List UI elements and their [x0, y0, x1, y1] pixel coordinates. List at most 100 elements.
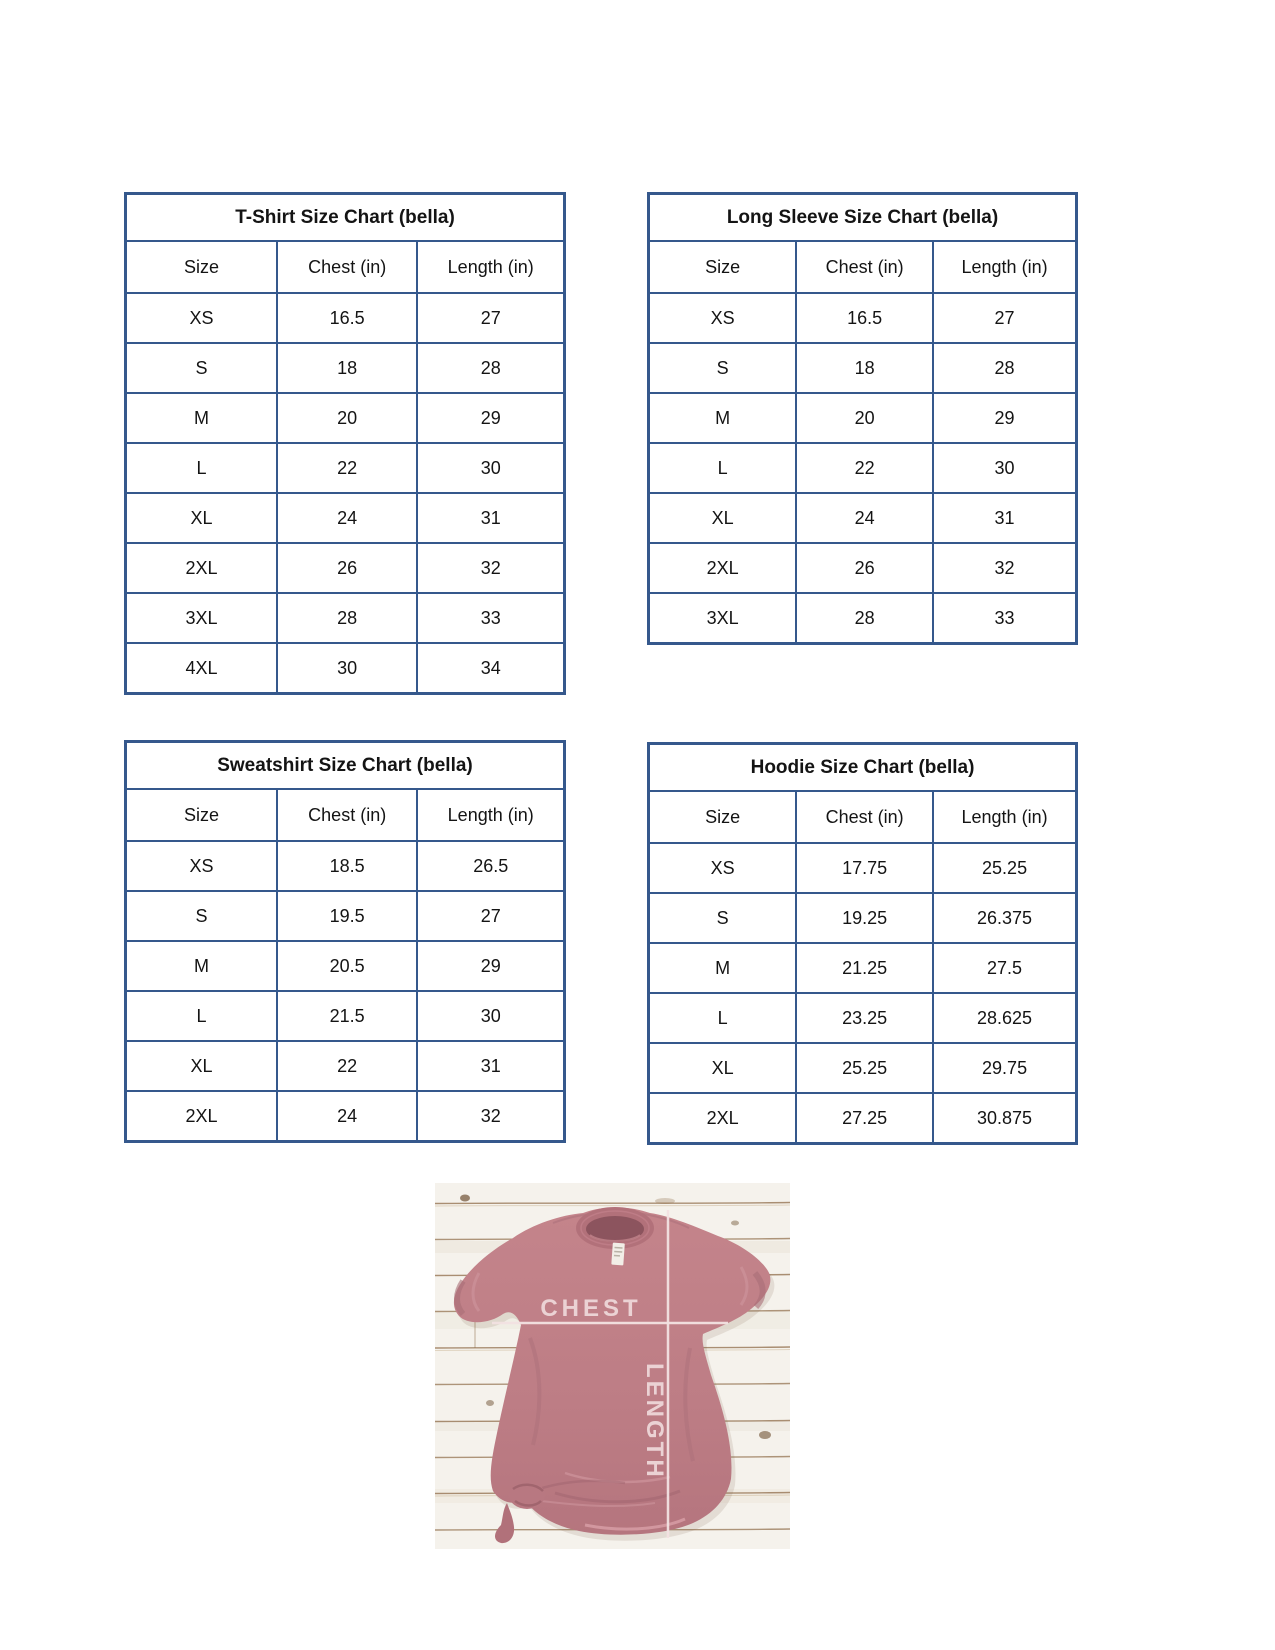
- chest-cell: 24: [795, 492, 935, 544]
- table-title-row: Sweatshirt Size Chart (bella): [124, 740, 566, 790]
- col-header-size: Size: [647, 790, 798, 844]
- chest-cell: 18: [795, 342, 935, 394]
- chest-label: CHEST: [540, 1295, 641, 1322]
- table-row: 2XL 24 32: [124, 1090, 566, 1143]
- table-title-row: Hoodie Size Chart (bella): [647, 742, 1078, 792]
- col-header-size: Size: [124, 788, 278, 842]
- length-cell: 28: [416, 342, 566, 394]
- length-cell: 25.25: [932, 842, 1078, 894]
- table-header-row: Size Chest (in) Length (in): [647, 240, 1078, 294]
- length-cell: 26.5: [416, 840, 566, 892]
- table-row: 4XL 30 34: [124, 642, 566, 695]
- chest-cell: 27.25: [795, 1092, 935, 1145]
- length-cell: 30: [416, 990, 566, 1042]
- table-row: L 23.25 28.625: [647, 992, 1078, 1044]
- table-row: S 18 28: [647, 342, 1078, 394]
- chest-cell: 20: [795, 392, 935, 444]
- size-cell: 3XL: [124, 592, 278, 644]
- chest-cell: 18: [275, 342, 419, 394]
- left-sleeve-highlight: [471, 1272, 481, 1312]
- size-cell: M: [647, 392, 798, 444]
- size-cell: XS: [124, 292, 278, 344]
- length-cell: 32: [932, 542, 1078, 594]
- chest-cell: 23.25: [795, 992, 935, 1044]
- table-row: XL 25.25 29.75: [647, 1042, 1078, 1094]
- chest-cell: 22: [275, 1040, 419, 1092]
- size-cell: L: [647, 992, 798, 1044]
- table-row: XL 24 31: [124, 492, 566, 544]
- table-row: S 18 28: [124, 342, 566, 394]
- size-cell: 2XL: [647, 542, 798, 594]
- fold-right: [683, 1347, 695, 1462]
- chest-cell: 19.25: [795, 892, 935, 944]
- table-row: S 19.5 27: [124, 890, 566, 942]
- length-cell: 27: [416, 292, 566, 344]
- sweatshirt-size-table: Sweatshirt Size Chart (bella) Size Chest…: [124, 740, 566, 1143]
- table-row: XL 24 31: [647, 492, 1078, 544]
- table-row: 2XL 27.25 30.875: [647, 1092, 1078, 1145]
- length-cell: 31: [932, 492, 1078, 544]
- chest-cell: 25.25: [795, 1042, 935, 1094]
- chest-cell: 24: [275, 492, 419, 544]
- size-cell: XL: [124, 492, 278, 544]
- length-cell: 31: [416, 492, 566, 544]
- care-tag: [611, 1242, 625, 1266]
- chest-cell: 20: [275, 392, 419, 444]
- table-title-row: Long Sleeve Size Chart (bella): [647, 192, 1078, 242]
- size-cell: XS: [647, 292, 798, 344]
- size-cell: XL: [124, 1040, 278, 1092]
- length-cell: 29: [416, 940, 566, 992]
- col-header-length: Length (in): [416, 788, 566, 842]
- fold-left: [528, 1337, 542, 1446]
- chest-cell: 28: [795, 592, 935, 645]
- length-cell: 29.75: [932, 1042, 1078, 1094]
- chest-cell: 22: [275, 442, 419, 494]
- size-cell: XL: [647, 492, 798, 544]
- size-cell: L: [124, 442, 278, 494]
- col-header-size: Size: [647, 240, 798, 294]
- col-header-length: Length (in): [932, 240, 1078, 294]
- tshirt-graphic: [453, 1207, 771, 1544]
- table-row: L 22 30: [124, 442, 566, 494]
- col-header-length: Length (in): [932, 790, 1078, 844]
- hoodie-size-table: Hoodie Size Chart (bella) Size Chest (in…: [647, 742, 1078, 1145]
- table-row: 2XL 26 32: [124, 542, 566, 594]
- table-header-row: Size Chest (in) Length (in): [124, 788, 566, 842]
- col-header-chest: Chest (in): [275, 240, 419, 294]
- length-cell: 27: [932, 292, 1078, 344]
- longsleeve-size-table: Long Sleeve Size Chart (bella) Size Ches…: [647, 192, 1078, 645]
- chest-cell: 16.5: [795, 292, 935, 344]
- table-title: Long Sleeve Size Chart (bella): [647, 192, 1078, 242]
- left-sleeve-roll: [454, 1279, 466, 1316]
- size-cell: S: [124, 890, 278, 942]
- size-cell: 3XL: [647, 592, 798, 645]
- chest-cell: 18.5: [275, 840, 419, 892]
- chest-cell: 19.5: [275, 890, 419, 942]
- col-header-length: Length (in): [416, 240, 566, 294]
- table-header-row: Size Chest (in) Length (in): [647, 790, 1078, 844]
- size-cell: L: [124, 990, 278, 1042]
- col-header-chest: Chest (in): [795, 240, 935, 294]
- hem-knot: [495, 1481, 545, 1544]
- length-label: LENGTH: [641, 1363, 668, 1480]
- table-row: XS 16.5 27: [647, 292, 1078, 344]
- chest-cell: 26: [275, 542, 419, 594]
- length-cell: 30.875: [932, 1092, 1078, 1145]
- length-cell: 28: [932, 342, 1078, 394]
- table-row: M 20 29: [124, 392, 566, 444]
- table-row: L 21.5 30: [124, 990, 566, 1042]
- table-row: M 21.25 27.5: [647, 942, 1078, 994]
- chest-cell: 26: [795, 542, 935, 594]
- table-title: Sweatshirt Size Chart (bella): [124, 740, 566, 790]
- length-cell: 27.5: [932, 942, 1078, 994]
- size-cell: M: [124, 940, 278, 992]
- table-row: S 19.25 26.375: [647, 892, 1078, 944]
- length-cell: 27: [416, 890, 566, 942]
- size-cell: S: [647, 892, 798, 944]
- length-cell: 26.375: [932, 892, 1078, 944]
- length-cell: 28.625: [932, 992, 1078, 1044]
- length-cell: 32: [416, 1090, 566, 1143]
- size-cell: S: [647, 342, 798, 394]
- size-cell: 2XL: [124, 542, 278, 594]
